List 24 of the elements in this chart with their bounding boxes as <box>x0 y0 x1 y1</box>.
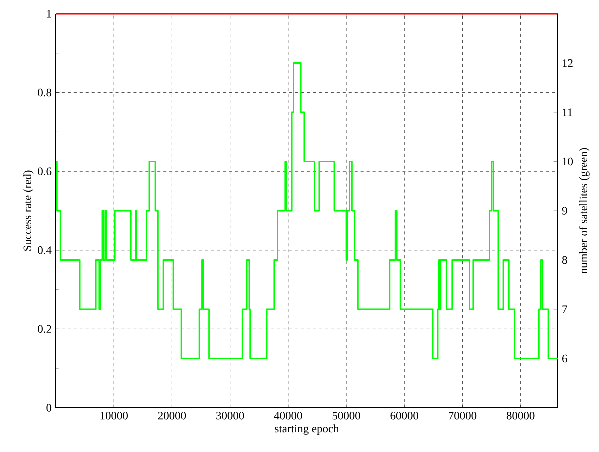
x-tick-label: 60000 <box>390 412 418 420</box>
y2-tick-label: 9 <box>562 207 568 215</box>
x-tick-label: 40000 <box>274 412 302 420</box>
x-tick-label: 30000 <box>216 412 244 420</box>
y-tick-label: 1 <box>47 10 52 18</box>
x-tick-label: 80000 <box>506 412 535 420</box>
x-axis-title: starting epoch <box>275 424 340 436</box>
x-tick-label: 70000 <box>449 412 477 420</box>
x-tick-label: 10000 <box>100 412 128 420</box>
y2-tick-label: 11 <box>563 108 572 116</box>
y2-tick-label: 12 <box>563 59 573 68</box>
y-tick-label: 0.6 <box>38 168 52 176</box>
x-tick-label: 50000 <box>332 412 360 420</box>
y-tick-label: 0.8 <box>38 88 52 97</box>
y2-tick-label: 7 <box>562 306 568 314</box>
x-tick-label: 20000 <box>158 412 186 420</box>
y-tick-label: 0.2 <box>38 325 52 334</box>
y2-tick-label: 8 <box>562 256 568 264</box>
y-tick-label: 0 <box>46 404 52 412</box>
y2-tick-label: 6 <box>562 354 568 363</box>
y-tick-label: 0.4 <box>38 246 52 254</box>
y2-tick-label: 10 <box>563 158 574 166</box>
y2-axis-title: number of satellites (green) <box>579 148 590 274</box>
y-axis-title: Success rate (red) <box>23 170 34 251</box>
